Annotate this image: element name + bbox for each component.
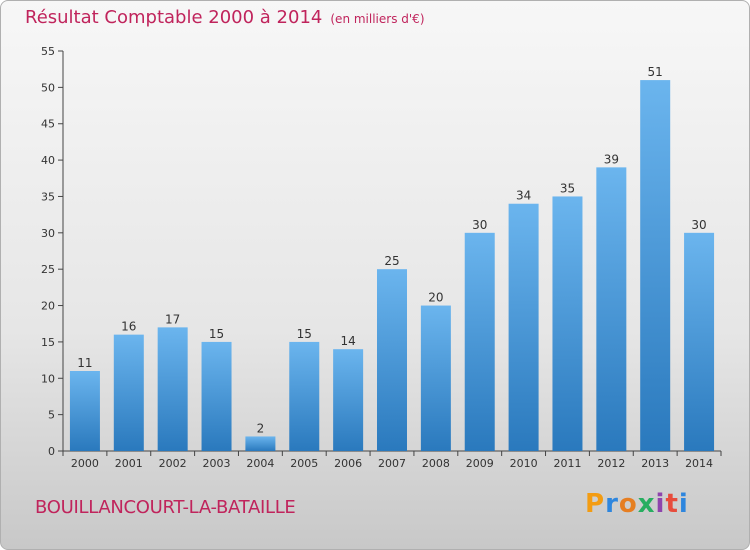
logo-letter: r	[605, 489, 619, 519]
y-tick-label: 5	[48, 409, 55, 422]
x-tick-label: 2007	[378, 457, 406, 470]
bar	[69, 371, 100, 451]
x-tick-label: 2009	[466, 457, 494, 470]
x-tick-label: 2013	[641, 457, 669, 470]
y-tick-label: 55	[41, 45, 55, 58]
bar	[508, 203, 539, 451]
bar-value-label: 30	[472, 218, 487, 232]
bar	[464, 232, 495, 451]
bar	[157, 327, 188, 451]
bar	[289, 341, 320, 451]
y-tick-label: 35	[41, 190, 55, 203]
bar	[596, 167, 627, 451]
unit-text: (en milliers d'€)	[330, 12, 425, 26]
bar-value-label: 20	[428, 291, 443, 305]
x-tick-label: 2010	[510, 457, 538, 470]
y-tick-label: 20	[41, 300, 55, 313]
bar-value-label: 2	[257, 421, 265, 435]
bar	[420, 305, 451, 451]
bar	[640, 80, 671, 451]
x-tick-label: 2001	[115, 457, 143, 470]
bar	[245, 436, 276, 451]
x-tick-label: 2014	[685, 457, 713, 470]
y-tick-label: 10	[41, 372, 55, 385]
bar	[552, 196, 583, 451]
bar-value-label: 14	[340, 334, 355, 348]
bar-value-label: 34	[516, 189, 531, 203]
x-tick-label: 2005	[290, 457, 318, 470]
x-tick-label: 2000	[71, 457, 99, 470]
bar-value-label: 39	[604, 152, 619, 166]
bar-value-label: 25	[384, 254, 399, 268]
bar-value-label: 15	[209, 327, 224, 341]
title-text: Résultat Comptable 2000 à 2014	[25, 7, 323, 28]
logo-letter: t	[665, 489, 679, 519]
bar-value-label: 16	[121, 320, 136, 334]
bar	[201, 341, 232, 451]
logo-letter: P	[585, 489, 606, 519]
x-tick-label: 2004	[246, 457, 274, 470]
bar-value-label: 35	[560, 181, 575, 195]
bar	[377, 269, 407, 451]
bar-value-label: 51	[648, 65, 663, 79]
bar	[113, 334, 144, 451]
y-tick-label: 50	[41, 81, 55, 94]
bar	[684, 232, 715, 451]
logo-letter: o	[618, 489, 638, 519]
commune-name: BOUILLANCOURT-LA-BATAILLE	[35, 497, 296, 518]
y-tick-label: 40	[41, 154, 55, 167]
bar-value-label: 11	[77, 356, 92, 370]
y-tick-label: 15	[41, 336, 55, 349]
logo-letter: x	[637, 489, 656, 519]
logo-letter: i	[678, 489, 689, 519]
y-tick-label: 25	[41, 263, 55, 276]
y-tick-label: 0	[48, 445, 55, 458]
x-tick-label: 2011	[553, 457, 581, 470]
bar-value-label: 30	[691, 218, 706, 232]
bar	[333, 349, 364, 451]
chart-title: Résultat Comptable 2000 à 2014 (en millie…	[25, 7, 425, 28]
x-tick-label: 2012	[597, 457, 625, 470]
x-tick-label: 2003	[203, 457, 231, 470]
x-tick-label: 2008	[422, 457, 450, 470]
proxiti-logo: Proxiti	[585, 489, 689, 519]
y-tick-label: 45	[41, 118, 55, 131]
y-tick-label: 30	[41, 227, 55, 240]
x-tick-label: 2006	[334, 457, 362, 470]
logo-letter: i	[655, 489, 666, 519]
bar-value-label: 17	[165, 312, 180, 326]
bar-value-label: 15	[297, 327, 312, 341]
x-tick-label: 2002	[159, 457, 187, 470]
